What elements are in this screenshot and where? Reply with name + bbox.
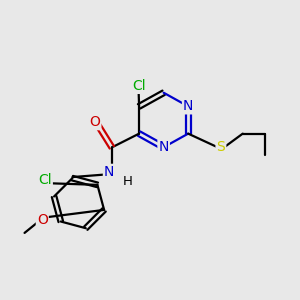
Text: H: H: [123, 175, 133, 188]
Text: Cl: Cl: [38, 173, 52, 187]
Text: N: N: [104, 165, 114, 179]
Text: O: O: [89, 115, 100, 129]
Text: O: O: [37, 212, 48, 226]
Text: Cl: Cl: [132, 79, 146, 93]
Text: N: N: [183, 99, 194, 113]
Text: S: S: [217, 140, 225, 154]
Text: N: N: [158, 140, 169, 154]
